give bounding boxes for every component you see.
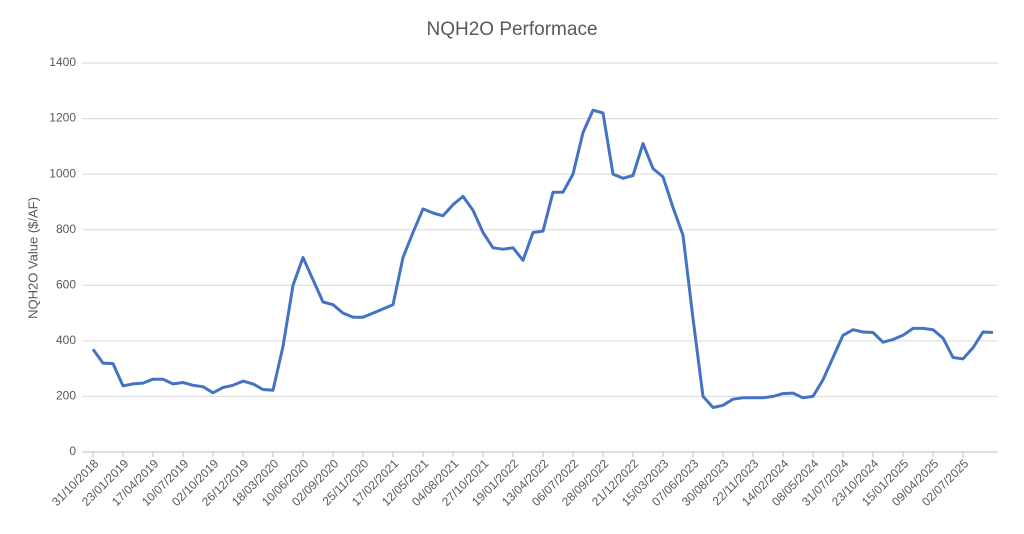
data-line xyxy=(91,108,994,409)
y-tick-label: 1000 xyxy=(49,166,76,180)
y-axis-label: NQH2O Value ($/AF) xyxy=(25,197,40,319)
y-tick-label: 0 xyxy=(69,444,76,458)
y-tick-label: 600 xyxy=(56,277,76,291)
y-tick-label: 1400 xyxy=(49,55,76,69)
chart-title: NQH2O Performace xyxy=(426,19,597,40)
y-tick-label: 1200 xyxy=(49,111,76,125)
y-tick-label: 400 xyxy=(56,333,76,347)
y-tick-label: 200 xyxy=(56,389,76,403)
y-tick-label: 800 xyxy=(56,222,76,236)
